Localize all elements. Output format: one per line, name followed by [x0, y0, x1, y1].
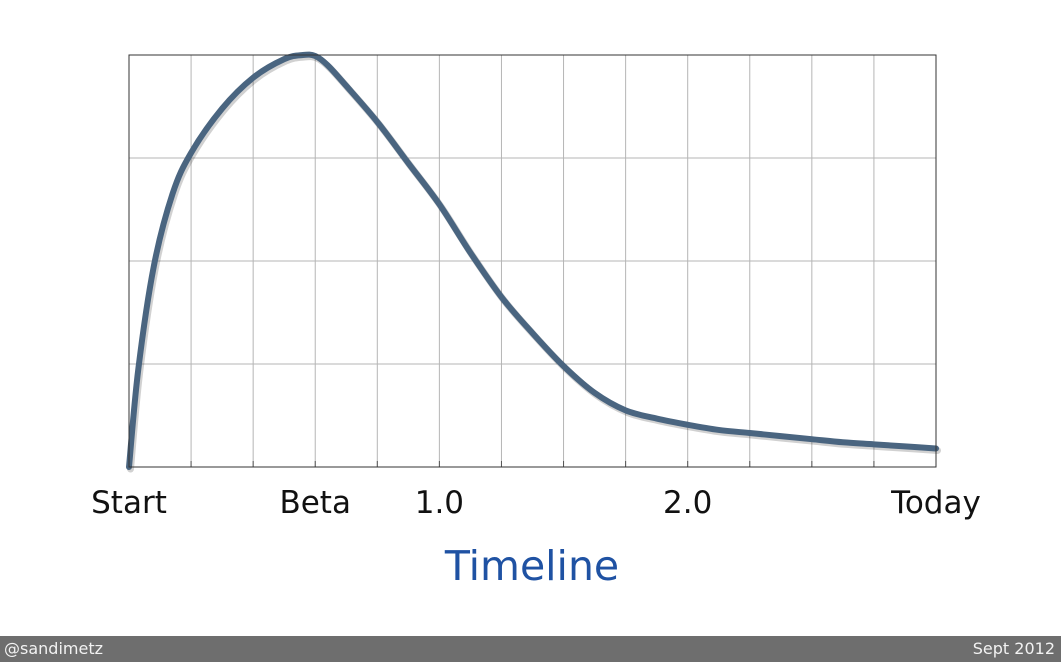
series-line — [126, 51, 939, 470]
line-layer — [126, 51, 941, 473]
minor-ticks — [190, 461, 875, 467]
footer-bar: @sandimetz Sept 2012 — [0, 636, 1061, 662]
x-tick-label: 2.0 — [663, 485, 712, 521]
x-tick-label: Beta — [279, 485, 351, 521]
x-axis-title: Timeline — [444, 542, 619, 590]
x-tick-label: Today — [890, 485, 981, 521]
footer-author: @sandimetz — [4, 639, 103, 658]
footer-date: Sept 2012 — [972, 639, 1055, 658]
timeline-chart: Start Beta 1.0 2.0 Today Timeline — [91, 51, 981, 590]
x-tick-label: Start — [91, 485, 167, 521]
x-tick-labels: Start Beta 1.0 2.0 Today — [91, 485, 981, 521]
grid — [129, 55, 936, 467]
plot-border — [128, 54, 937, 468]
x-tick-label: 1.0 — [415, 485, 464, 521]
